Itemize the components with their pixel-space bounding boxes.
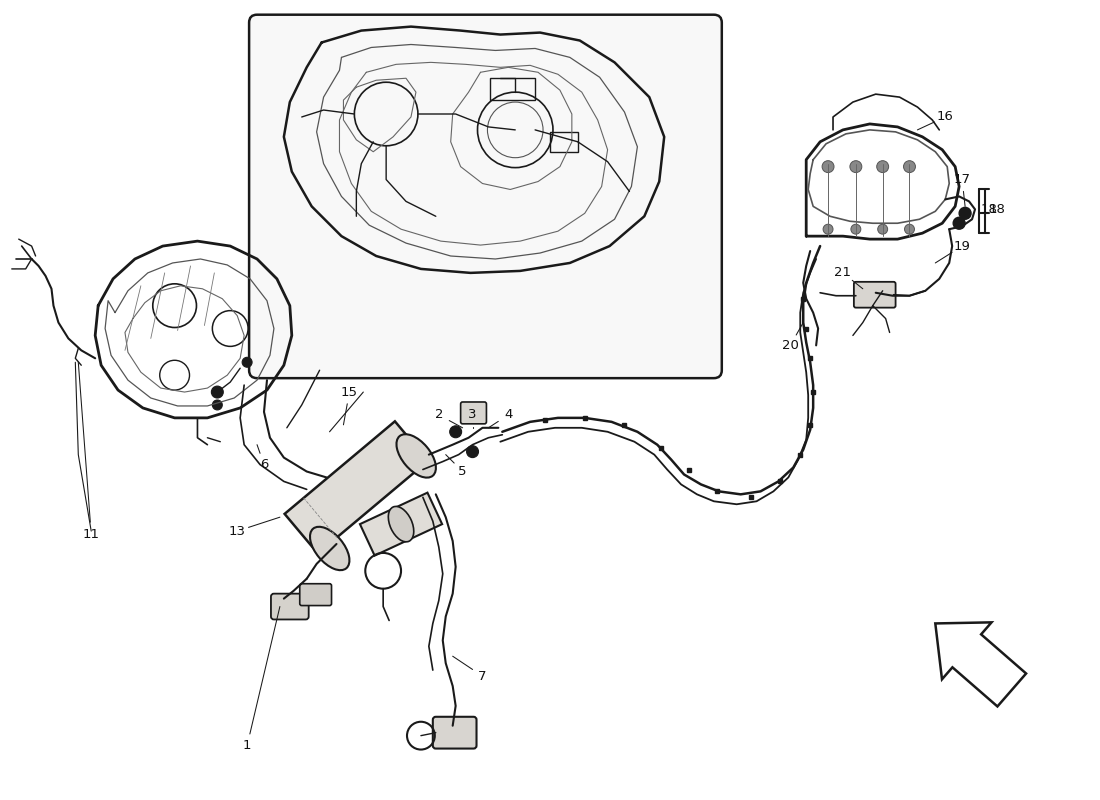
Circle shape — [466, 446, 478, 458]
Circle shape — [212, 400, 222, 410]
Text: 20: 20 — [782, 339, 799, 352]
Circle shape — [878, 224, 888, 234]
Text: 6: 6 — [260, 458, 268, 471]
Circle shape — [877, 161, 889, 173]
Text: 15: 15 — [341, 386, 358, 398]
Ellipse shape — [396, 434, 436, 478]
Circle shape — [850, 161, 861, 173]
FancyBboxPatch shape — [249, 14, 722, 378]
Circle shape — [450, 426, 462, 438]
Text: 18: 18 — [989, 203, 1005, 216]
Circle shape — [954, 218, 965, 229]
Polygon shape — [285, 422, 428, 554]
FancyBboxPatch shape — [299, 584, 331, 606]
FancyBboxPatch shape — [854, 282, 895, 308]
FancyBboxPatch shape — [461, 402, 486, 424]
Text: 21: 21 — [835, 266, 851, 279]
Text: 4: 4 — [504, 408, 513, 422]
Circle shape — [903, 161, 915, 173]
Circle shape — [242, 358, 252, 367]
Circle shape — [823, 224, 833, 234]
Text: 1: 1 — [243, 739, 252, 752]
Polygon shape — [360, 493, 442, 556]
Circle shape — [959, 207, 971, 219]
FancyBboxPatch shape — [271, 594, 309, 619]
Polygon shape — [935, 622, 1026, 706]
Text: 17: 17 — [954, 173, 970, 186]
Text: 16: 16 — [937, 110, 954, 123]
Text: 7: 7 — [478, 670, 486, 682]
FancyBboxPatch shape — [432, 717, 476, 749]
Circle shape — [851, 224, 861, 234]
Text: 11: 11 — [82, 527, 100, 541]
Text: 2: 2 — [434, 408, 443, 422]
Bar — [550, 132, 578, 152]
Text: 19: 19 — [954, 239, 970, 253]
Circle shape — [211, 386, 223, 398]
Text: 13: 13 — [229, 525, 245, 538]
Ellipse shape — [310, 526, 350, 570]
Text: 18: 18 — [980, 203, 998, 216]
Circle shape — [822, 161, 834, 173]
Text: 5: 5 — [459, 465, 466, 478]
Text: 3: 3 — [469, 408, 476, 422]
Ellipse shape — [388, 506, 414, 542]
Bar — [491, 78, 535, 100]
Circle shape — [904, 224, 914, 234]
